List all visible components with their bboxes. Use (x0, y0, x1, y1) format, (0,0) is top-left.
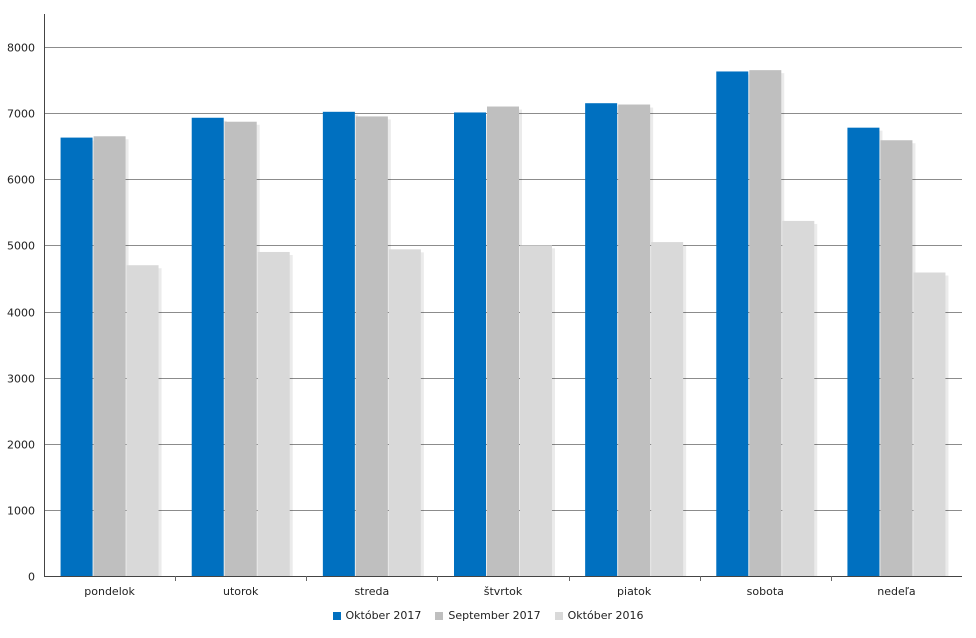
bar[interactable] (257, 251, 290, 577)
legend-label: Október 2016 (567, 609, 644, 622)
y-axis-ticks: 0 1000 2000 3000 4000 5000 6000 7000 8000 (7, 42, 35, 584)
y-tick-label: 5000 (7, 240, 35, 253)
legend-item-oktober-2016[interactable]: Október 2016 (554, 609, 644, 622)
bar[interactable] (93, 136, 126, 577)
y-tick-label: 6000 (7, 174, 35, 187)
bar[interactable] (618, 104, 651, 576)
legend-label: Október 2017 (345, 609, 422, 622)
bar[interactable] (454, 112, 486, 577)
bar[interactable] (913, 272, 946, 576)
x-tick-label: sobota (747, 585, 784, 598)
y-tick-label: 2000 (7, 439, 35, 452)
bar[interactable] (847, 127, 880, 577)
x-tick-label: piatok (617, 585, 652, 598)
bar[interactable] (782, 220, 815, 576)
bar[interactable] (355, 116, 388, 577)
bar[interactable] (322, 111, 355, 577)
bar-chart: 0 1000 2000 3000 4000 5000 6000 7000 8000 pondel… (7, 14, 962, 598)
x-tick-label: štvrtok (484, 585, 523, 598)
y-tick-label: 1000 (7, 505, 35, 518)
bar[interactable] (585, 103, 618, 577)
y-tick-label: 8000 (7, 42, 35, 55)
legend: Október 2017 September 2017 Október 2016 (0, 609, 976, 622)
x-tick-label: streda (354, 585, 389, 598)
x-tick-label: pondelok (84, 585, 135, 598)
legend-item-september-2017[interactable]: September 2017 (435, 609, 541, 622)
bar[interactable] (60, 137, 93, 576)
bar[interactable] (749, 70, 782, 577)
legend-item-oktober-2017[interactable]: Október 2017 (332, 609, 422, 622)
y-tick-label: 7000 (7, 108, 35, 121)
y-tick-label: 3000 (7, 373, 35, 386)
bar[interactable] (224, 121, 257, 576)
legend-swatch (332, 611, 341, 620)
legend-swatch (554, 611, 563, 620)
bar[interactable] (487, 106, 519, 576)
bars (60, 70, 949, 577)
bar[interactable] (520, 245, 552, 576)
bar[interactable] (651, 242, 684, 576)
y-tick-label: 0 (28, 571, 35, 584)
legend-swatch (435, 611, 444, 620)
x-tick-label: nedeľa (877, 585, 915, 598)
legend-label: September 2017 (448, 609, 541, 622)
bar[interactable] (191, 117, 224, 576)
bar[interactable] (716, 71, 749, 576)
bar[interactable] (880, 140, 913, 576)
x-axis: pondelok utorok streda štvrtok piatok sobota n… (84, 576, 916, 598)
y-tick-label: 4000 (7, 307, 35, 320)
bar[interactable] (388, 249, 421, 576)
x-tick-label: utorok (223, 585, 259, 598)
bar[interactable] (126, 265, 159, 576)
